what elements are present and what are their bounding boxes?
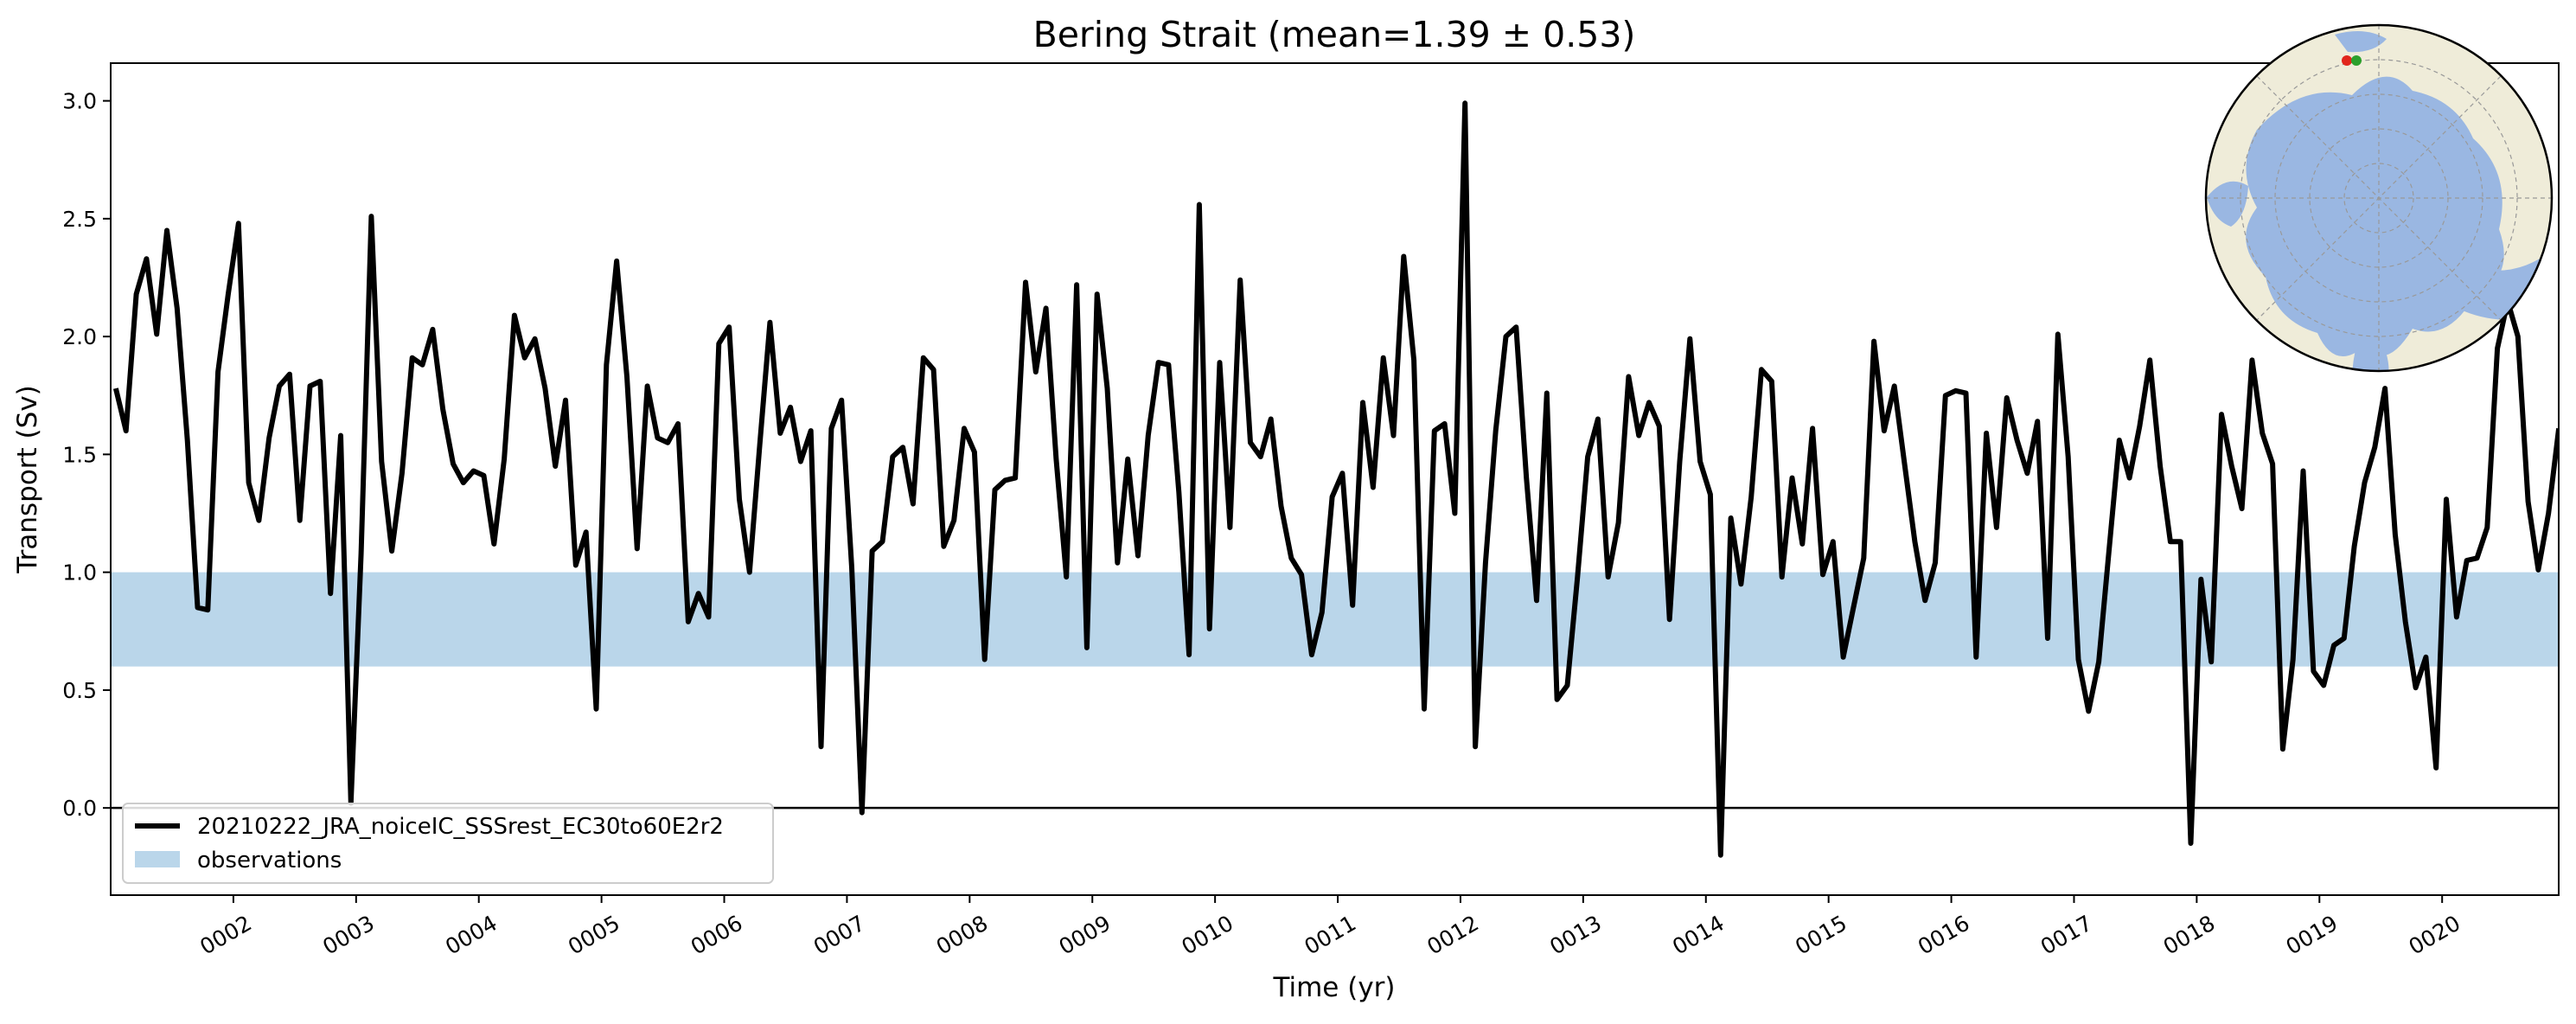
x-tick-label: 0014: [1668, 911, 1729, 960]
map-graticule: [2206, 25, 2552, 371]
x-axis-label: Time (yr): [1273, 972, 1396, 1003]
y-tick-label: 2.5: [62, 207, 97, 232]
x-tick-label: 0016: [1914, 911, 1974, 960]
observation-band: [111, 572, 2559, 667]
x-tick-label: 0012: [1422, 911, 1483, 960]
y-axis-label: Transport (Sv): [12, 385, 43, 574]
legend-band-swatch: [135, 851, 180, 867]
inset-polar-map: [2204, 23, 2554, 373]
x-tick-label: 0006: [687, 911, 747, 960]
map-marker-red: [2342, 55, 2352, 66]
x-tick-label: 0011: [1300, 911, 1360, 960]
x-axis: 0002 0003 0004 0005 0006 0007 0008 0009 0010 0011…: [195, 895, 2464, 960]
x-tick-label: 0018: [2159, 911, 2220, 960]
x-tick-label: 0019: [2282, 911, 2343, 960]
x-tick-label: 0008: [932, 911, 993, 960]
map-marker-green: [2351, 55, 2362, 66]
y-tick-label: 1.5: [62, 442, 97, 467]
legend-band-label: observations: [197, 848, 342, 874]
x-tick-label: 0003: [318, 911, 379, 960]
x-tick-label: 0004: [441, 911, 502, 960]
series-line: [112, 100, 2559, 858]
legend: 20210222_JRA_noiceIC_SSSrest_EC30to60E2r…: [122, 803, 774, 884]
x-tick-label: 0013: [1545, 911, 1606, 960]
legend-box: [122, 803, 774, 884]
chart-title: Bering Strait (mean=1.39 ± 0.53): [1033, 14, 1636, 55]
y-tick-label: 0.0: [62, 796, 97, 821]
x-tick-label: 0007: [809, 911, 870, 960]
y-tick-label: 2.0: [62, 324, 97, 349]
x-tick-label: 0017: [2036, 911, 2097, 960]
axes-frame: [110, 62, 2560, 896]
y-tick-label: 3.0: [62, 89, 97, 114]
legend-series-label: 20210222_JRA_noiceIC_SSSrest_EC30to60E2r…: [197, 814, 724, 840]
y-tick-label: 0.5: [62, 678, 97, 703]
x-tick-label: 0009: [1055, 911, 1115, 960]
x-tick-label: 0020: [2405, 911, 2465, 960]
plot-area: [111, 100, 2559, 858]
x-tick-label: 0010: [1178, 911, 1238, 960]
map-border: [2204, 23, 2554, 373]
x-tick-label: 0002: [195, 911, 256, 960]
x-tick-label: 0015: [1791, 911, 1851, 960]
x-tick-label: 0005: [564, 911, 624, 960]
y-axis: 0.0 0.5 1.0 1.5 2.0 2.5 3.0: [62, 89, 111, 821]
y-tick-label: 1.0: [62, 560, 97, 586]
map-ocean: [2207, 31, 2552, 371]
